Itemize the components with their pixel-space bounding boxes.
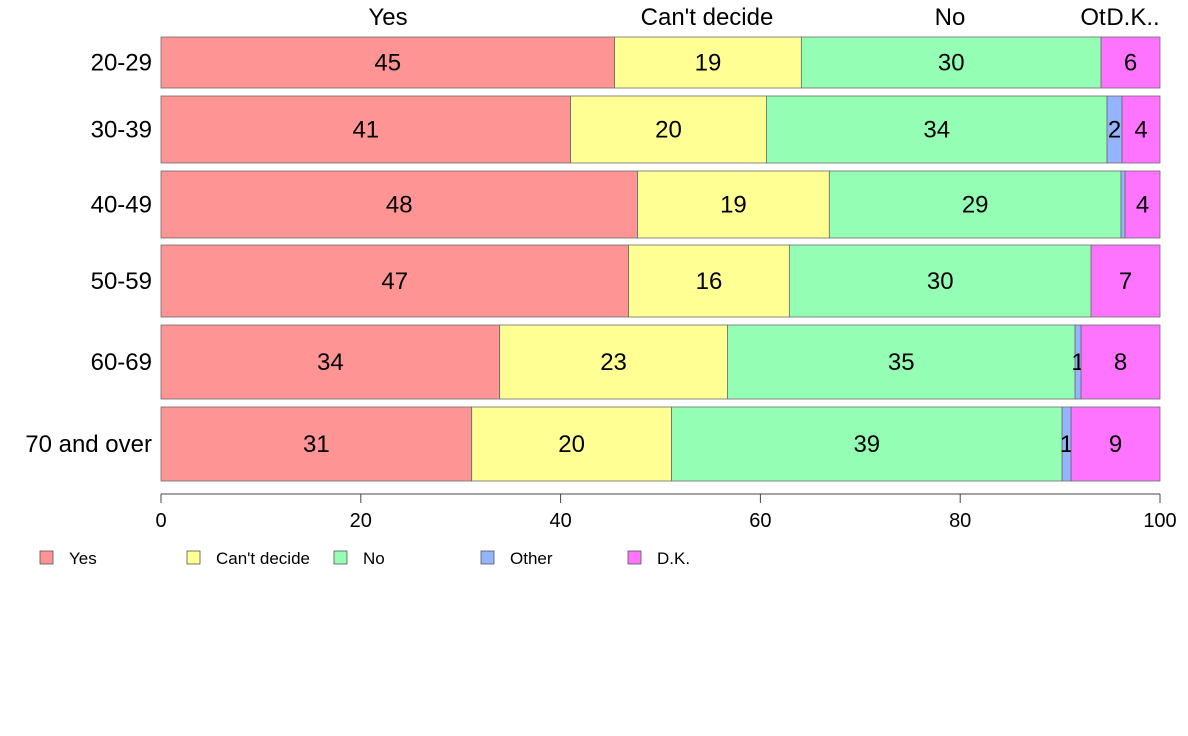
column-header-label: Ot <box>1080 4 1106 31</box>
bar-segment-no-4 <box>788 244 1092 318</box>
bar-segment-d-k--3 <box>1124 170 1161 239</box>
data-label: 4 <box>1136 192 1149 219</box>
data-label: 19 <box>695 50 722 77</box>
bar-segment-d-k--4 <box>1090 244 1161 318</box>
x-tick-label: 100 <box>1143 510 1176 532</box>
bar-segment-can-t-decide-3 <box>637 170 830 239</box>
bar-segment-yes-3 <box>160 170 638 239</box>
bar-segment-can-t-decide-1 <box>614 36 802 89</box>
bar-segment-no-2 <box>765 95 1108 164</box>
bar-segment-can-t-decide-4 <box>628 244 790 318</box>
bar-segment-d-k--6 <box>1070 406 1161 482</box>
bar-segment-other-3 <box>1120 170 1126 239</box>
bar-segment-yes-2 <box>160 95 571 164</box>
bar-segment-d-k--5 <box>1080 324 1161 400</box>
data-label: 39 <box>853 431 880 458</box>
data-label: 6 <box>1124 50 1137 77</box>
bar-segment-can-t-decide-6 <box>471 406 672 482</box>
category-label: 20-29 <box>91 50 152 77</box>
column-header-label: D.K.. <box>1106 4 1159 31</box>
x-tick-label: 0 <box>155 510 166 532</box>
legend-swatch <box>480 550 495 565</box>
category-label: 50-59 <box>91 268 152 295</box>
data-label: 47 <box>381 268 408 295</box>
legend-swatch <box>627 550 642 565</box>
bar-segment-d-k--2 <box>1121 95 1161 164</box>
data-label: 19 <box>720 192 747 219</box>
data-label: 34 <box>317 349 344 376</box>
bar-segment-no-5 <box>727 324 1076 400</box>
bar-segment-no-1 <box>800 36 1102 89</box>
category-label: 70 and over <box>25 431 152 458</box>
legend-swatch <box>39 550 54 565</box>
data-label: 41 <box>352 117 379 144</box>
data-label: 9 <box>1109 431 1122 458</box>
data-label: 30 <box>938 50 965 77</box>
category-label: 60-69 <box>91 349 152 376</box>
legend-swatch <box>333 550 348 565</box>
data-label: 35 <box>888 349 915 376</box>
column-header-label: Can't decide <box>641 4 774 31</box>
data-label: 29 <box>962 192 989 219</box>
data-label: 16 <box>696 268 723 295</box>
data-label: 31 <box>303 431 330 458</box>
data-label: 30 <box>927 268 954 295</box>
x-tick-label: 80 <box>949 510 971 532</box>
x-tick-label: 20 <box>350 510 372 532</box>
data-label: 45 <box>374 50 401 77</box>
x-tick-label: 60 <box>749 510 771 532</box>
legend-swatch <box>186 550 201 565</box>
legend-label: Other <box>510 549 553 568</box>
data-label: 8 <box>1114 349 1127 376</box>
column-header-label: Yes <box>368 4 407 31</box>
bar-segment-can-t-decide-5 <box>499 324 728 400</box>
x-tick-label: 40 <box>549 510 571 532</box>
bar-segment-yes-4 <box>160 244 629 318</box>
data-label: 20 <box>655 117 682 144</box>
data-label: 1 <box>1060 431 1073 458</box>
bar-segment-yes-5 <box>160 324 501 400</box>
bar-segment-yes-6 <box>160 406 473 482</box>
legend-label: Can't decide <box>216 549 310 568</box>
data-label: 23 <box>600 349 627 376</box>
data-label: 4 <box>1134 117 1147 144</box>
bar-segment-can-t-decide-2 <box>570 95 767 164</box>
bar-segment-yes-1 <box>160 36 615 89</box>
legend-label: Yes <box>69 549 97 568</box>
column-header-label: No <box>935 4 966 31</box>
legend-label: D.K. <box>657 549 690 568</box>
bar-segment-d-k--1 <box>1100 36 1161 89</box>
data-label: 2 <box>1108 117 1121 144</box>
data-label: 34 <box>923 117 950 144</box>
data-label: 20 <box>558 431 585 458</box>
data-label: 48 <box>386 192 413 219</box>
category-label: 30-39 <box>91 117 152 144</box>
bar-segment-no-6 <box>671 406 1063 482</box>
bar-segment-no-3 <box>828 170 1122 239</box>
category-label: 40-49 <box>91 192 152 219</box>
data-label: 7 <box>1119 268 1132 295</box>
legend-label: No <box>363 549 385 568</box>
